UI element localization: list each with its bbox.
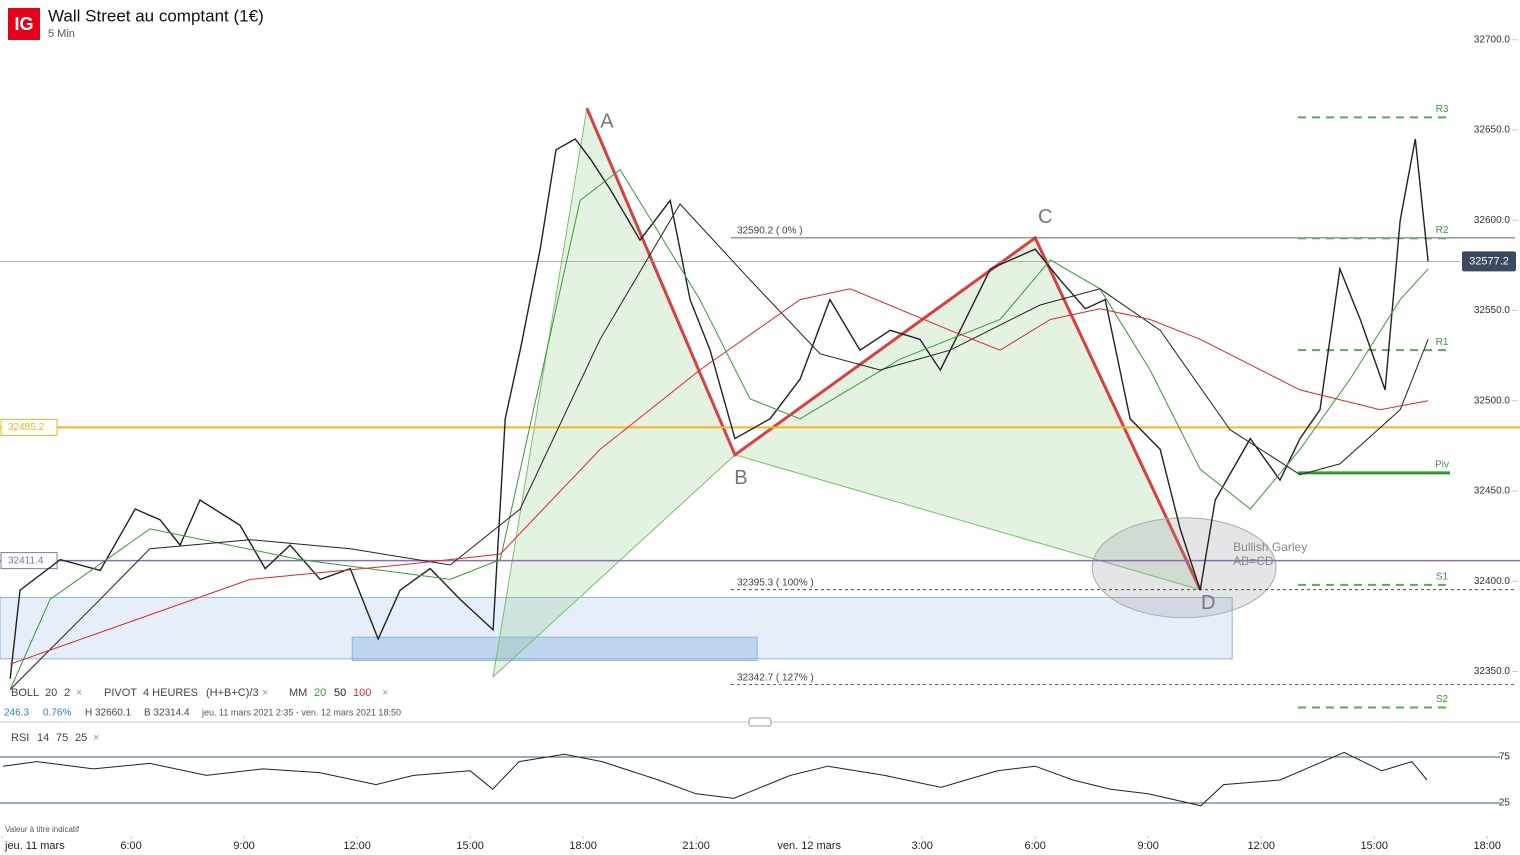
pivot-label: S2 — [1436, 694, 1449, 705]
x-tick-label: 9:00 — [233, 840, 254, 852]
pivot-param: 4 HEURES — [143, 687, 198, 699]
highlight-ellipse — [1091, 517, 1277, 619]
boll-param: 20 — [45, 687, 57, 699]
pivot-label: Piv — [1435, 460, 1449, 471]
close-button[interactable]: × — [382, 687, 388, 699]
stat-high: H 32660.1 — [85, 708, 132, 719]
stat-change: 246.3 — [4, 708, 29, 719]
pattern-label: A — [600, 111, 614, 133]
pivot-label: R2 — [1436, 225, 1449, 236]
x-tick-label: 9:00 — [1137, 840, 1158, 852]
y-tick-label: 32600.0 — [1474, 215, 1511, 226]
chart-title: Wall Street au comptant (1€) — [48, 6, 264, 25]
x-tick-label: 18:00 — [1473, 840, 1501, 852]
logo-box — [8, 8, 40, 40]
chart-subtitle: 5 Min — [48, 28, 75, 40]
price-tag-label: 32411.4 — [8, 555, 44, 566]
x-tick-label: ven. 12 mars — [777, 840, 841, 852]
current-price-label: 32577.2 — [1469, 255, 1509, 267]
y-tick-label: 32500.0 — [1474, 395, 1511, 406]
x-tick-label: jeu. 11 mars — [4, 840, 65, 852]
pattern-label: B — [734, 467, 747, 489]
price-line-series — [9, 138, 1429, 679]
pattern-triangle — [492, 106, 736, 679]
x-tick-label: 18:00 — [569, 840, 597, 852]
price-line-series — [10, 288, 1429, 665]
toolbar: BOLL 20 2 × PIVOT 4 HEURES (H+B+C)/3 × M… — [4, 687, 401, 834]
pivot-label: R1 — [1436, 337, 1449, 348]
x-tick-label: 21:00 — [682, 840, 710, 852]
rsi-label: RSI — [11, 732, 29, 744]
rsi-param: 75 — [56, 732, 68, 744]
legend-entry: 100 — [353, 687, 371, 699]
x-tick-label: 3:00 — [911, 840, 932, 852]
y-tick-label: 32400.0 — [1474, 576, 1511, 587]
y-tick-label: 32650.0 — [1474, 125, 1511, 136]
stat-low: B 32314.4 — [144, 708, 190, 719]
pivot-label: R3 — [1436, 104, 1449, 115]
price-tag — [0, 552, 58, 570]
close-button[interactable]: × — [262, 687, 268, 699]
stat-range: jeu. 11 mars 2021 2:35 - ven. 12 mars 20… — [201, 707, 401, 717]
rsi-tick-label: 25 — [1499, 798, 1511, 809]
price-tag-label: 32485.2 — [8, 422, 45, 433]
pivot-label: S1 — [1436, 571, 1449, 582]
legend-entry: 50 — [334, 687, 346, 699]
fib-label: 32342.7 ( 127% ) — [737, 672, 814, 683]
boll-param: 2 — [64, 687, 70, 699]
rsi-param: 25 — [75, 732, 87, 744]
x-tick-label: 6:00 — [1024, 840, 1045, 852]
x-tick-label: 12:00 — [343, 840, 371, 852]
pattern-label: C — [1038, 206, 1052, 228]
legend-entry: 20 — [314, 687, 326, 699]
close-button[interactable]: × — [93, 732, 99, 744]
zone — [0, 596, 1233, 660]
y-tick-label: 32550.0 — [1474, 305, 1511, 316]
pattern-annotation: Bullish Garley — [1233, 540, 1307, 554]
y-tick-label: 32450.0 — [1474, 486, 1511, 497]
pivot-label: PIVOT — [104, 687, 137, 699]
footer-note: Valeur à titre indicatif — [5, 825, 80, 834]
x-tick-label: 15:00 — [1360, 840, 1388, 852]
mm-label: MM — [289, 687, 307, 699]
pattern-label: D — [1201, 592, 1215, 614]
zone — [351, 636, 758, 662]
rsi-line — [2, 751, 1428, 807]
fib-label: 32395.3 ( 100% ) — [737, 577, 814, 588]
current-price-tag — [1462, 251, 1516, 272]
boll-label: BOLL — [11, 687, 39, 699]
price-line-series — [9, 203, 1429, 690]
rsi-tick-label: 75 — [1499, 752, 1511, 763]
fib-label: 32590.2 ( 0% ) — [737, 226, 803, 237]
x-tick-label: 15:00 — [456, 840, 484, 852]
pattern-leg — [585, 107, 1202, 591]
resize-handle[interactable] — [748, 717, 772, 727]
x-tick-label: 6:00 — [120, 840, 141, 852]
y-tick-label: 32350.0 — [1474, 666, 1511, 677]
rsi-param: 14 — [37, 732, 49, 744]
price-tag — [0, 418, 58, 436]
price-line-series — [9, 168, 1429, 690]
y-tick-label: 32700.0 — [1474, 34, 1511, 45]
close-button[interactable]: × — [76, 687, 82, 699]
x-tick-label: 12:00 — [1247, 840, 1275, 852]
logo: IG — [14, 14, 33, 34]
pivot-param: (H+B+C)/3 — [206, 687, 259, 699]
stat-percent: 0.76% — [43, 708, 71, 719]
